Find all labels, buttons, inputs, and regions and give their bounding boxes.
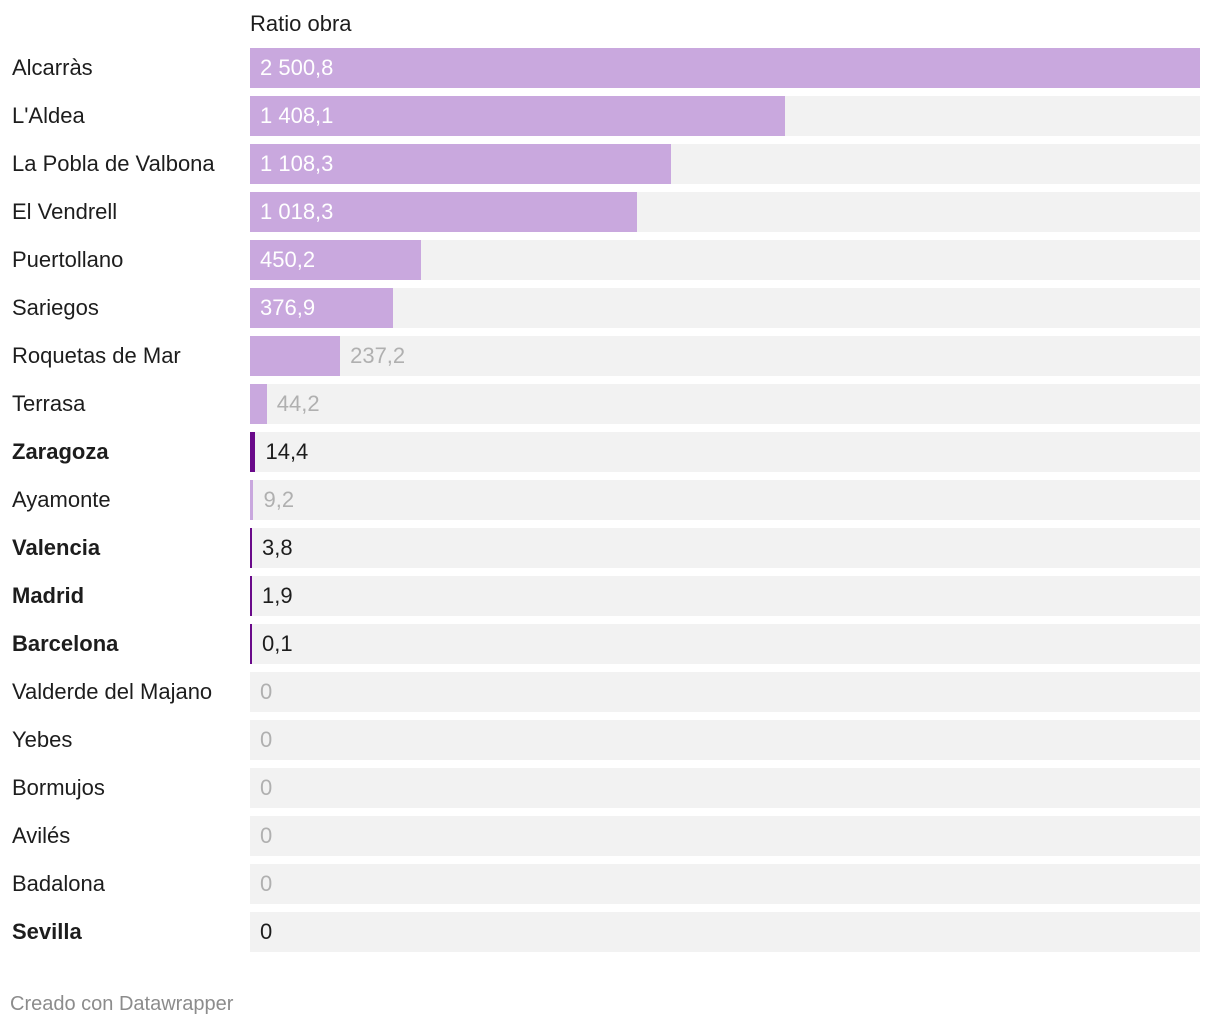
value-label: 1,9: [262, 583, 293, 608]
category-label: Sariegos: [12, 295, 99, 320]
bar-track: 450,2: [250, 240, 1200, 280]
bar-track: 1 108,3: [250, 144, 1200, 184]
bar: [250, 48, 1200, 88]
bar-track: 9,2: [250, 480, 1200, 520]
bar-row: Badalona 0: [0, 864, 1220, 904]
bar: [250, 528, 252, 568]
bar-row: Barcelona 0,1: [0, 624, 1220, 664]
category-label: Roquetas de Mar: [12, 343, 181, 368]
footer-credit: Creado con Datawrapper: [10, 993, 234, 1015]
value-label: 14,4: [265, 439, 309, 464]
bar-track: 1 018,3: [250, 192, 1200, 232]
value-label: 1 108,3: [260, 151, 334, 176]
category-label: Yebes: [12, 727, 73, 752]
bar-track: 376,9: [250, 288, 1200, 328]
bar-row: La Pobla de Valbona 1 108,3: [0, 144, 1220, 184]
bar: [250, 384, 267, 424]
value-label: 2 500,8: [260, 55, 334, 80]
category-label: La Pobla de Valbona: [12, 151, 215, 176]
value-label: 450,2: [260, 247, 316, 272]
category-label: Bormujos: [12, 775, 105, 800]
bar-track: 0: [250, 912, 1200, 952]
value-label: 1 408,1: [260, 103, 334, 128]
bar-row: Valencia 3,8: [0, 528, 1220, 568]
bar-row: Roquetas de Mar 237,2: [0, 336, 1220, 376]
bar-row: Madrid 1,9: [0, 576, 1220, 616]
bar-row: L'Aldea 1 408,1: [0, 96, 1220, 136]
bar-track: 44,2: [250, 384, 1200, 424]
category-label: Barcelona: [12, 631, 119, 656]
value-label: 0: [260, 727, 273, 752]
bar-track: 0: [250, 720, 1200, 760]
value-label: 1 018,3: [260, 199, 334, 224]
column-title: Ratio obra: [250, 11, 352, 36]
category-label: L'Aldea: [12, 103, 85, 128]
bar-track: 2 500,8: [250, 48, 1200, 88]
bar-row: El Vendrell 1 018,3: [0, 192, 1220, 232]
value-label: 0: [260, 775, 273, 800]
value-label: 0,1: [262, 631, 293, 656]
category-label: Avilés: [12, 823, 71, 848]
category-label: Ayamonte: [12, 487, 111, 512]
bar: [250, 192, 637, 232]
category-label: Madrid: [12, 583, 85, 608]
bar: [250, 576, 252, 616]
bar: [250, 336, 341, 376]
value-label: 44,2: [276, 391, 320, 416]
bar-row: Zaragoza 14,4: [0, 432, 1220, 472]
bar: [250, 96, 785, 136]
bar-row: Sariegos 376,9: [0, 288, 1220, 328]
bar-row: Yebes 0: [0, 720, 1220, 760]
bar: [250, 480, 254, 520]
category-label: Puertollano: [12, 247, 124, 272]
bar-track: 237,2: [250, 336, 1200, 376]
bar-track: 0: [250, 768, 1200, 808]
bar-track: 3,8: [250, 528, 1200, 568]
bar: [250, 624, 252, 664]
value-label: 237,2: [350, 343, 406, 368]
bar: [250, 240, 422, 280]
bar-track: 0: [250, 816, 1200, 856]
category-label: Alcarràs: [12, 55, 93, 80]
value-label: 3,8: [262, 535, 293, 560]
bar: [250, 432, 256, 472]
category-label: Valencia: [12, 535, 101, 560]
value-label: 0: [260, 919, 273, 944]
bar-track: 0: [250, 864, 1200, 904]
category-label: Valderde del Majano: [12, 679, 213, 704]
value-label: 376,9: [260, 295, 316, 320]
category-label: Sevilla: [12, 919, 82, 944]
bar-track: 1 408,1: [250, 96, 1200, 136]
bar-row: Puertollano 450,2: [0, 240, 1220, 280]
bar-track: 1,9: [250, 576, 1200, 616]
bar-row: Valderde del Majano 0: [0, 672, 1220, 712]
category-label: El Vendrell: [12, 199, 118, 224]
bar-row: Sevilla 0: [0, 912, 1220, 952]
value-label: 0: [260, 679, 273, 704]
bar-row: Terrasa 44,2: [0, 384, 1220, 424]
category-label: Badalona: [12, 871, 105, 896]
value-label: 9,2: [263, 487, 295, 512]
bar-track: 0: [250, 672, 1200, 712]
bar: [250, 144, 672, 184]
category-label: Zaragoza: [12, 439, 109, 464]
category-label: Terrasa: [12, 391, 86, 416]
bar-row: Alcarràs 2 500,8: [0, 48, 1220, 88]
bar-row: Bormujos 0: [0, 768, 1220, 808]
bar-track: 14,4: [250, 432, 1200, 472]
value-label: 0: [260, 871, 273, 896]
bar-row: Ayamonte 9,2: [0, 480, 1220, 520]
bar-row: Avilés 0: [0, 816, 1220, 856]
bar-track: 0,1: [250, 624, 1200, 664]
value-label: 0: [260, 823, 273, 848]
bar: [250, 288, 394, 328]
